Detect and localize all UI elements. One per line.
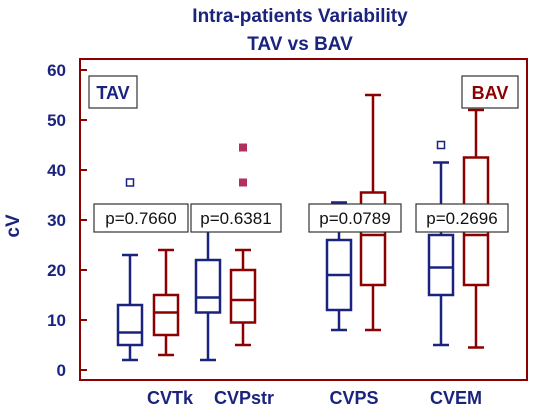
chart-title: Intra-patients Variability xyxy=(192,6,408,27)
p-value-box xyxy=(190,203,282,233)
y-tick-label: 50 xyxy=(47,111,66,130)
iqr-box xyxy=(152,293,180,337)
y-tick-label: 10 xyxy=(47,311,66,330)
x-category-label: CVTk xyxy=(147,388,194,408)
legend-box-tav xyxy=(88,75,138,109)
chart-subtitle: TAV vs BAV xyxy=(247,34,353,55)
p-value-text: p=0.2696 xyxy=(426,209,497,228)
iqr-box xyxy=(116,303,144,347)
box-tav-cvpstr xyxy=(194,218,222,362)
p-value-box xyxy=(415,203,509,233)
y-tick-label: 30 xyxy=(47,211,66,230)
p-value-box xyxy=(93,203,189,233)
x-category-label: CVPstr xyxy=(214,388,274,408)
x-axis-categories: CVTk CVPstr CVPS CVEM xyxy=(147,388,482,408)
x-category-label: CVPS xyxy=(329,388,378,408)
box-bav-cvpstr xyxy=(229,143,257,347)
y-tick-label: 40 xyxy=(47,161,66,180)
outlier-point xyxy=(125,178,135,187)
x-category-label: CVEM xyxy=(430,388,482,408)
legend-label-bav: BAV xyxy=(472,83,509,103)
outlier-point xyxy=(239,178,247,187)
outlier-point xyxy=(239,143,247,152)
p-value-box xyxy=(308,203,402,233)
iqr-box xyxy=(194,258,222,314)
box-tav-cvtk xyxy=(116,178,144,362)
p-value-text: p=0.7660 xyxy=(105,209,176,228)
p-value-text: p=0.0789 xyxy=(319,209,390,228)
box-tav-cvem xyxy=(427,140,455,347)
box-bav-cvtk xyxy=(152,248,180,357)
y-tick-label: 0 xyxy=(57,361,66,380)
y-axis-label: cV xyxy=(3,214,24,238)
legend: TAV BAV xyxy=(88,75,519,109)
y-axis-ticks: 0 10 20 30 40 50 60 xyxy=(47,61,87,380)
legend-box-bav xyxy=(461,75,519,109)
p-value-labels: p=0.7660 p=0.6381 p=0.0789 p=0.2696 xyxy=(93,203,509,233)
iqr-box xyxy=(229,268,257,324)
legend-label-tav: TAV xyxy=(96,83,129,103)
outlier-point xyxy=(436,140,446,150)
iqr-box xyxy=(427,233,455,297)
y-tick-label: 60 xyxy=(47,61,66,80)
p-value-text: p=0.6381 xyxy=(200,209,271,228)
y-tick-label: 20 xyxy=(47,261,66,280)
